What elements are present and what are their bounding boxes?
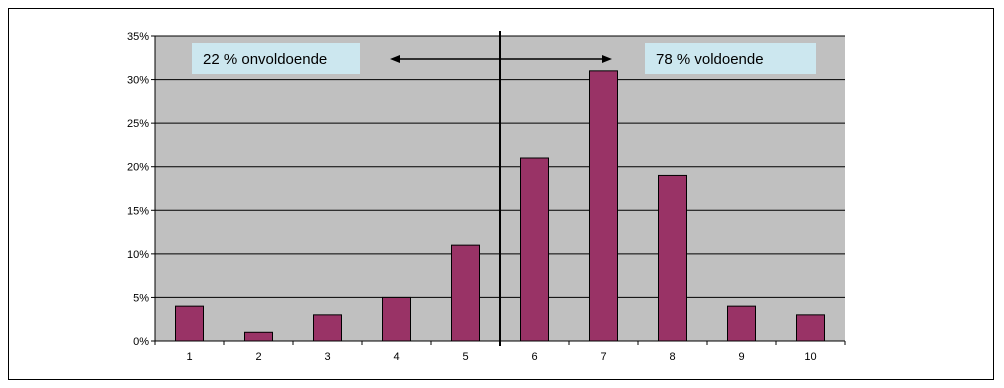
x-tick-label: 8	[669, 351, 675, 363]
bar-6	[520, 157, 549, 342]
annotations: 22 % onvoldoende 78 % voldoende	[192, 31, 816, 346]
bar-9	[727, 305, 756, 342]
bar-8	[658, 174, 687, 342]
y-tick-label: 35%	[127, 31, 149, 43]
annotation-insufficient-box	[192, 43, 360, 74]
y-tick-label: 20%	[127, 162, 149, 174]
y-tick-label: 10%	[127, 249, 149, 261]
x-tick-label: 10	[804, 351, 816, 363]
annotation-sufficient-label: 78 % voldoende	[656, 51, 764, 68]
x-tick-label: 6	[531, 351, 537, 363]
x-tick-label: 4	[393, 351, 399, 363]
annotation-insufficient-label: 22 % onvoldoende	[203, 51, 327, 68]
bar-2	[244, 331, 273, 342]
x-tick-label: 9	[738, 351, 744, 363]
arrow-head-right	[602, 55, 612, 63]
bar-4	[382, 296, 411, 342]
x-tick-labels: 1 2 3 4 5 6 7 8 9 10	[186, 351, 816, 363]
x-tick-label: 7	[600, 351, 606, 363]
y-tick-label: 30%	[127, 75, 149, 87]
x-tick-label: 1	[186, 351, 192, 363]
y-tick-label: 15%	[127, 205, 149, 217]
bar-10	[796, 314, 825, 342]
y-tick-label: 0%	[133, 336, 149, 348]
x-tick-label: 2	[255, 351, 261, 363]
x-tick-label: 5	[462, 351, 468, 363]
y-tick-label: 5%	[133, 292, 149, 304]
x-tick-label: 3	[324, 351, 330, 363]
bars	[175, 70, 825, 342]
bar-1	[175, 305, 204, 342]
bar-7	[589, 70, 618, 342]
annotation-sufficient-box	[645, 43, 816, 74]
y-tick-labels: 0% 5% 10% 15% 20% 25% 30% 35%	[127, 31, 149, 348]
arrow-head-left	[390, 55, 400, 63]
y-tick-label: 25%	[127, 118, 149, 130]
bar-3	[313, 314, 342, 342]
bar-5	[451, 244, 480, 342]
